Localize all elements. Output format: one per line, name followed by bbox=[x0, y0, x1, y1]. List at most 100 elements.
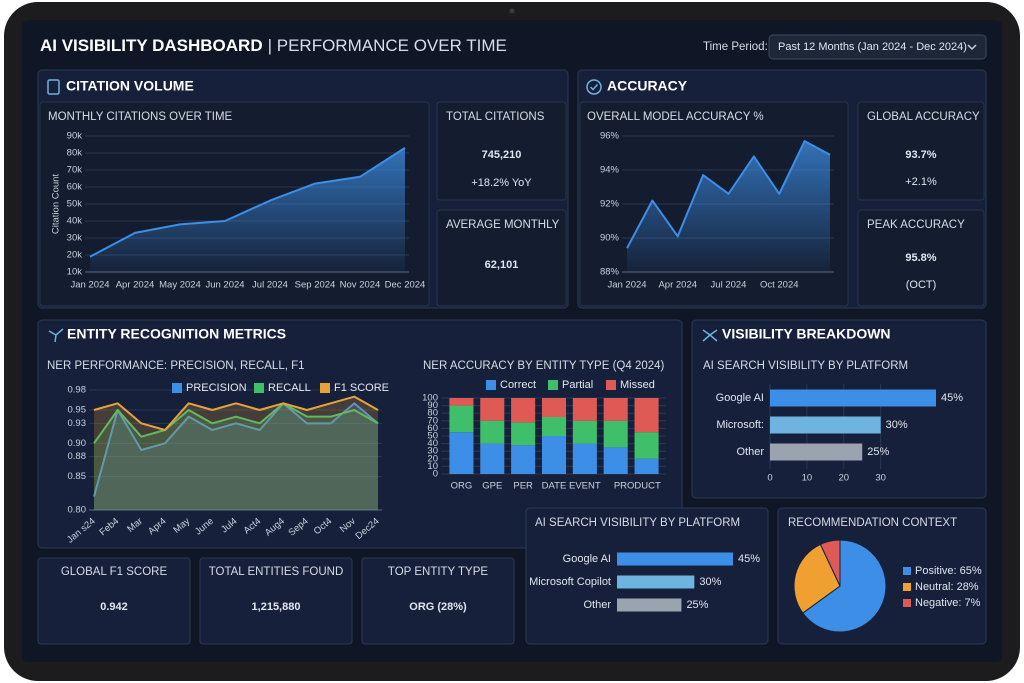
legend-swatch bbox=[320, 383, 330, 393]
card-label: GLOBAL F1 SCORE bbox=[61, 566, 168, 578]
x-tick-label: 0 bbox=[767, 473, 772, 484]
card-value: 745,210 bbox=[482, 149, 522, 161]
y-tick-label: 90% bbox=[600, 233, 620, 244]
area bbox=[627, 141, 830, 272]
bar-segment bbox=[603, 420, 628, 448]
y-tick-label: 0.85 bbox=[68, 471, 87, 482]
x-tick-label: PER bbox=[513, 481, 533, 492]
visibility-icon bbox=[702, 329, 718, 342]
y-tick-label: 80 bbox=[427, 408, 438, 419]
line bbox=[93, 402, 379, 444]
bar-category: Microsoft: bbox=[716, 419, 764, 431]
y-tick-label: 0.90 bbox=[68, 438, 87, 449]
line bbox=[93, 402, 379, 497]
card-label: AVERAGE MONTHLY bbox=[446, 219, 560, 231]
card-value: 0.942 bbox=[100, 601, 128, 613]
bar-segment bbox=[572, 398, 597, 421]
bar-segment bbox=[511, 445, 536, 474]
x-tick-label: EVENT bbox=[569, 481, 601, 492]
card bbox=[361, 557, 515, 645]
x-tick-label: Jun 2024 bbox=[205, 280, 244, 291]
y-tick-label: 40 bbox=[427, 438, 438, 449]
chart-title: NER PERFORMANCE: PRECISION, RECALL, F1 bbox=[47, 360, 305, 372]
x-tick-label: Dec 2024 bbox=[385, 280, 426, 291]
x-tick-label: PRODUCT bbox=[614, 481, 661, 492]
y-tick-label: 0.98 bbox=[68, 385, 87, 396]
bar bbox=[770, 443, 863, 461]
pie-slice bbox=[819, 539, 841, 587]
bar-segment bbox=[511, 398, 536, 423]
card bbox=[857, 209, 985, 307]
panel-title: ACCURACY bbox=[607, 78, 688, 94]
card-label: TOTAL ENTITIES FOUND bbox=[209, 566, 344, 578]
bar-category: Other bbox=[736, 446, 764, 458]
x-tick-label: Apr 2024 bbox=[658, 280, 697, 291]
bar-segment bbox=[603, 447, 628, 474]
legend-swatch bbox=[548, 380, 558, 390]
period-dropdown[interactable] bbox=[768, 34, 987, 60]
y-tick-label: 90 bbox=[427, 400, 438, 411]
legend-label: F1 SCORE bbox=[334, 382, 389, 394]
legend-swatch bbox=[254, 383, 264, 393]
bar-segment bbox=[634, 398, 659, 433]
panel-title: CITATION VOLUME bbox=[66, 78, 194, 94]
y-tick-label: 60k bbox=[67, 182, 83, 193]
bar-segment bbox=[480, 420, 505, 444]
bar-segment bbox=[449, 432, 474, 474]
card-note: (OCT) bbox=[906, 279, 937, 291]
legend-swatch bbox=[903, 583, 911, 591]
legend-swatch bbox=[903, 599, 911, 607]
area bbox=[94, 403, 378, 510]
bar-category: Microsoft Copilot bbox=[529, 576, 611, 588]
chart-title: AI SEARCH VISIBILITY BY PLATFORM bbox=[535, 517, 740, 529]
bar-segment bbox=[634, 458, 659, 474]
y-tick-label: 92% bbox=[600, 199, 620, 210]
bar bbox=[770, 389, 936, 407]
panel-title: ENTITY RECOGNITION METRICS bbox=[67, 326, 286, 342]
x-tick-label: May 2024 bbox=[159, 280, 201, 291]
card bbox=[199, 557, 353, 645]
y-tick-label: 10 bbox=[427, 461, 438, 472]
bar-segment bbox=[511, 422, 536, 446]
panel-title: VISIBILITY BREAKDOWN bbox=[722, 326, 891, 342]
visibility-panel bbox=[691, 319, 987, 499]
card-label: PEAK ACCURACY bbox=[867, 219, 965, 231]
value-label: 30% bbox=[699, 576, 721, 588]
card-value: 95.8% bbox=[905, 252, 936, 264]
line bbox=[626, 140, 831, 249]
y-tick-label: 20k bbox=[67, 250, 83, 261]
x-tick-label: Sep 2024 bbox=[295, 280, 336, 291]
y-tick-label: 50 bbox=[427, 431, 438, 442]
y-tick-label: 90k bbox=[67, 131, 83, 142]
x-tick-label: Apr 2024 bbox=[116, 280, 155, 291]
y-axis-label: Citation Count bbox=[51, 174, 62, 235]
period-label: Time Period: bbox=[703, 41, 768, 53]
value-label: 25% bbox=[686, 599, 708, 611]
bar-segment bbox=[480, 398, 505, 421]
card-delta: +18.2% YoY bbox=[471, 177, 532, 189]
pie-slice bbox=[802, 539, 887, 633]
x-tick-label: Jul 2024 bbox=[252, 280, 288, 291]
x-tick-label: ORG bbox=[451, 481, 473, 492]
y-tick-label: 70 bbox=[427, 415, 438, 426]
bar bbox=[770, 416, 881, 434]
y-tick-label: 40k bbox=[67, 216, 83, 227]
chart-title: MONTHLY CITATIONS OVER TIME bbox=[48, 111, 233, 123]
bar-segment bbox=[603, 398, 628, 421]
chart-title: AI SEARCH VISIBILITY BY PLATFORM bbox=[703, 360, 908, 372]
legend-label: Negative: 7% bbox=[915, 597, 981, 609]
y-tick-label: 0.80 bbox=[68, 505, 87, 516]
bar-segment bbox=[480, 443, 505, 474]
bar bbox=[617, 552, 733, 566]
period-value[interactable]: Past 12 Months (Jan 2024 - Dec 2024) bbox=[778, 41, 967, 53]
card-value: 1,215,880 bbox=[252, 601, 301, 613]
legend-label: Missed bbox=[620, 379, 655, 391]
entity-panel bbox=[37, 319, 683, 549]
legend-swatch bbox=[172, 383, 182, 393]
x-tick-label: 30 bbox=[875, 473, 886, 484]
header-subtitle: | PERFORMANCE OVER TIME bbox=[268, 36, 507, 55]
legend-swatch bbox=[606, 380, 616, 390]
bar-category: Google AI bbox=[563, 553, 611, 565]
card-value: ORG (28%) bbox=[409, 601, 467, 613]
card-value: 93.7% bbox=[905, 149, 936, 161]
